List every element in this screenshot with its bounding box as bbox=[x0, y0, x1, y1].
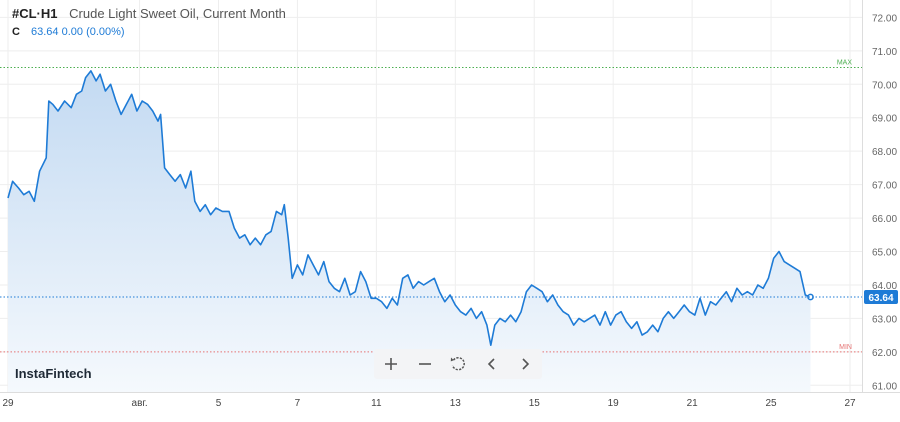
x-tick-label: 15 bbox=[529, 398, 541, 409]
y-tick-label: 67.00 bbox=[872, 181, 897, 192]
x-axis: 29 авг. 5 7 11 13 15 19 21 25 27 bbox=[0, 392, 900, 409]
x-tick-label: авг. bbox=[132, 398, 148, 409]
series-area bbox=[8, 70, 811, 393]
y-tick-label: 65.00 bbox=[872, 248, 897, 259]
price-info: C 63.64 0.00 (0.00%) bbox=[12, 26, 125, 38]
y-tick-label: 62.00 bbox=[872, 348, 897, 359]
y-tick-label: 61.00 bbox=[872, 381, 897, 392]
x-tick-label: 5 bbox=[216, 398, 222, 409]
reset-button[interactable] bbox=[443, 351, 473, 377]
y-tick-label: 63.00 bbox=[872, 314, 897, 325]
chevron-left-icon bbox=[487, 358, 495, 370]
x-tick-label: 29 bbox=[2, 398, 14, 409]
x-tick-label: 21 bbox=[687, 398, 699, 409]
scroll-right-button[interactable] bbox=[510, 351, 540, 377]
brand-logo: InstaFintech bbox=[15, 366, 92, 381]
change-value: 0.00 (0.00%) bbox=[61, 26, 125, 38]
y-tick-label: 71.00 bbox=[872, 47, 897, 58]
y-tick-label: 66.00 bbox=[872, 214, 897, 225]
y-tick-label: 70.00 bbox=[872, 80, 897, 91]
minus-icon bbox=[419, 363, 431, 365]
x-tick-label: 19 bbox=[608, 398, 620, 409]
max-label: MAX bbox=[837, 60, 853, 67]
x-tick-label: 27 bbox=[844, 398, 856, 409]
y-tick-label: 68.00 bbox=[872, 147, 897, 158]
x-tick-label: 13 bbox=[450, 398, 462, 409]
chevron-right-icon bbox=[522, 358, 530, 370]
x-tick-label: 7 bbox=[295, 398, 301, 409]
zoom-out-button[interactable] bbox=[410, 351, 440, 377]
area-fill bbox=[8, 70, 811, 393]
y-tick-label: 69.00 bbox=[872, 114, 897, 125]
reference-lines: MAX MIN 63.64 bbox=[0, 60, 898, 353]
plus-icon bbox=[385, 358, 397, 370]
series-line bbox=[7, 70, 811, 346]
y-tick-label: 72.00 bbox=[872, 13, 897, 24]
last-price-label: 63.64 bbox=[868, 293, 893, 304]
y-tick-label: 64.00 bbox=[872, 281, 897, 292]
chart-toolbar bbox=[374, 349, 542, 379]
last-price-badge bbox=[864, 290, 898, 305]
reset-icon bbox=[450, 356, 465, 371]
x-tick-label: 25 bbox=[766, 398, 778, 409]
x-tick-label: 11 bbox=[371, 398, 382, 409]
symbol-label: #CL·H1 bbox=[12, 6, 58, 21]
min-label: MIN bbox=[839, 344, 852, 351]
chart-header: #CL·H1 Crude Light Sweet Oil, Current Mo… bbox=[12, 6, 286, 21]
zoom-in-button[interactable] bbox=[376, 351, 406, 377]
scroll-left-button[interactable] bbox=[477, 351, 507, 377]
y-axis: 72.00 71.00 70.00 69.00 68.00 67.00 66.00 65.00… bbox=[862, 0, 897, 392]
close-label: C bbox=[12, 26, 20, 38]
close-value: 63.64 bbox=[31, 26, 59, 38]
instrument-name: Crude Light Sweet Oil, Current Month bbox=[69, 6, 286, 21]
